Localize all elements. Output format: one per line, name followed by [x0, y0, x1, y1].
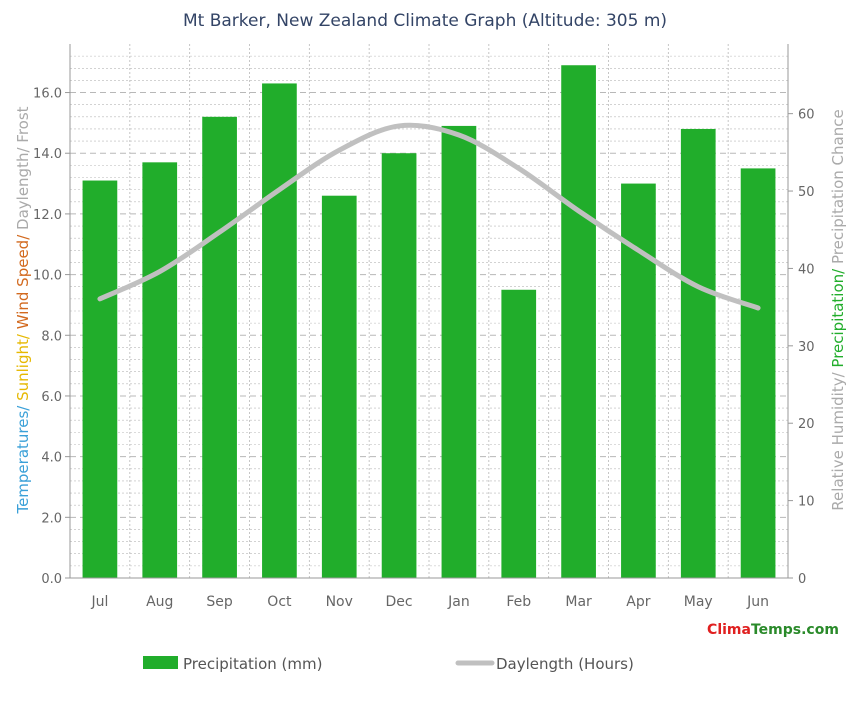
- x-tick-label-may: May: [684, 594, 713, 610]
- precipitation-bar-sep: [202, 116, 237, 579]
- precipitation-bar-mar: [561, 65, 596, 578]
- precipitation-bar-oct: [262, 83, 297, 579]
- x-tick-label-jan: Jan: [447, 594, 470, 610]
- branding-logo: ClimaTemps.com: [707, 622, 839, 638]
- x-tick-label-sep: Sep: [206, 594, 233, 610]
- x-tick-label-oct: Oct: [267, 594, 292, 610]
- left-axis-label-part-2: Wind Speed/: [14, 230, 32, 329]
- left-tick-label: 0.0: [41, 572, 62, 587]
- x-tick-label-mar: Mar: [565, 594, 592, 610]
- precipitation-bar-nov: [321, 195, 357, 579]
- branding-clima: Clima: [707, 622, 751, 638]
- x-tick-label-apr: Apr: [626, 594, 650, 610]
- x-tick-label-jul: Jul: [90, 594, 108, 610]
- precipitation-bar-feb: [501, 289, 537, 578]
- left-tick-label: 6.0: [41, 390, 62, 405]
- right-axis-label-part-1: Precipitation/: [829, 264, 847, 368]
- left-tick-label: 2.0: [41, 511, 62, 526]
- branding-dotcom: .com: [801, 622, 839, 638]
- left-axis-label: Temperatures/ Sunlight/ Wind Speed/ Dayl…: [14, 106, 32, 514]
- right-tick-label: 60: [798, 108, 815, 123]
- branding-temps: Temps: [751, 622, 801, 638]
- legend-label-daylength: Daylength (Hours): [496, 655, 634, 673]
- legend: Precipitation (mm) Daylength (Hours): [143, 655, 634, 673]
- precipitation-bar-jun: [740, 168, 776, 579]
- left-axis-label-part-3: Daylength/ Frost: [14, 106, 32, 230]
- left-tick-label: 4.0: [41, 451, 62, 466]
- grid-layer: [69, 44, 789, 578]
- left-tick-label: 10.0: [33, 269, 62, 284]
- x-axis-ticks: Jul Aug Sep Oct Nov Dec Jan Feb Mar Apr May Jun: [90, 594, 769, 610]
- precipitation-bar-jan: [441, 125, 477, 578]
- right-tick-label: 0: [798, 572, 806, 587]
- x-tick-label-aug: Aug: [146, 594, 173, 610]
- x-tick-label-dec: Dec: [386, 594, 413, 610]
- right-tick-label: 10: [798, 495, 815, 510]
- right-tick-label: 50: [798, 185, 815, 200]
- left-tick-label: 8.0: [41, 329, 62, 344]
- precipitation-bar-aug: [142, 162, 178, 579]
- left-tick-label: 12.0: [33, 208, 62, 223]
- left-axis-ticks: 0.0 2.0 4.0 6.0 8.0 10.0 12.0 14.0 16.0: [33, 87, 70, 587]
- axes-layer: [69, 44, 789, 579]
- right-tick-label: 30: [798, 340, 815, 355]
- right-tick-label: 40: [798, 262, 815, 277]
- precipitation-bar-dec: [381, 153, 417, 578]
- left-tick-label: 14.0: [33, 147, 62, 162]
- right-axis-ticks: 0 10 20 30 40 50 60: [788, 108, 815, 587]
- bars-layer: [82, 65, 776, 579]
- legend-label-precipitation: Precipitation (mm): [183, 655, 322, 673]
- right-axis-label-part-2: Precipitation Chance: [829, 109, 847, 264]
- daylength-line: [97, 122, 761, 311]
- left-axis-label-part-0: Temperatures/: [14, 401, 32, 515]
- precipitation-bar-may: [680, 128, 716, 579]
- precipitation-bar-jul: [82, 180, 118, 578]
- line-layer: [97, 122, 761, 311]
- legend-swatch-precipitation: [143, 656, 178, 669]
- left-axis-label-part-1: Sunlight/: [14, 329, 32, 401]
- x-tick-label-jun: Jun: [746, 594, 769, 610]
- right-axis-label: Relative Humidity/ Precipitation/ Precip…: [829, 109, 847, 510]
- left-tick-label: 16.0: [33, 87, 62, 102]
- right-tick-label: 20: [798, 417, 815, 432]
- x-tick-label-feb: Feb: [506, 594, 531, 610]
- chart-title: Mt Barker, New Zealand Climate Graph (Al…: [183, 11, 667, 31]
- right-axis-label-part-0: Relative Humidity/: [829, 368, 847, 511]
- x-tick-label-nov: Nov: [326, 594, 353, 610]
